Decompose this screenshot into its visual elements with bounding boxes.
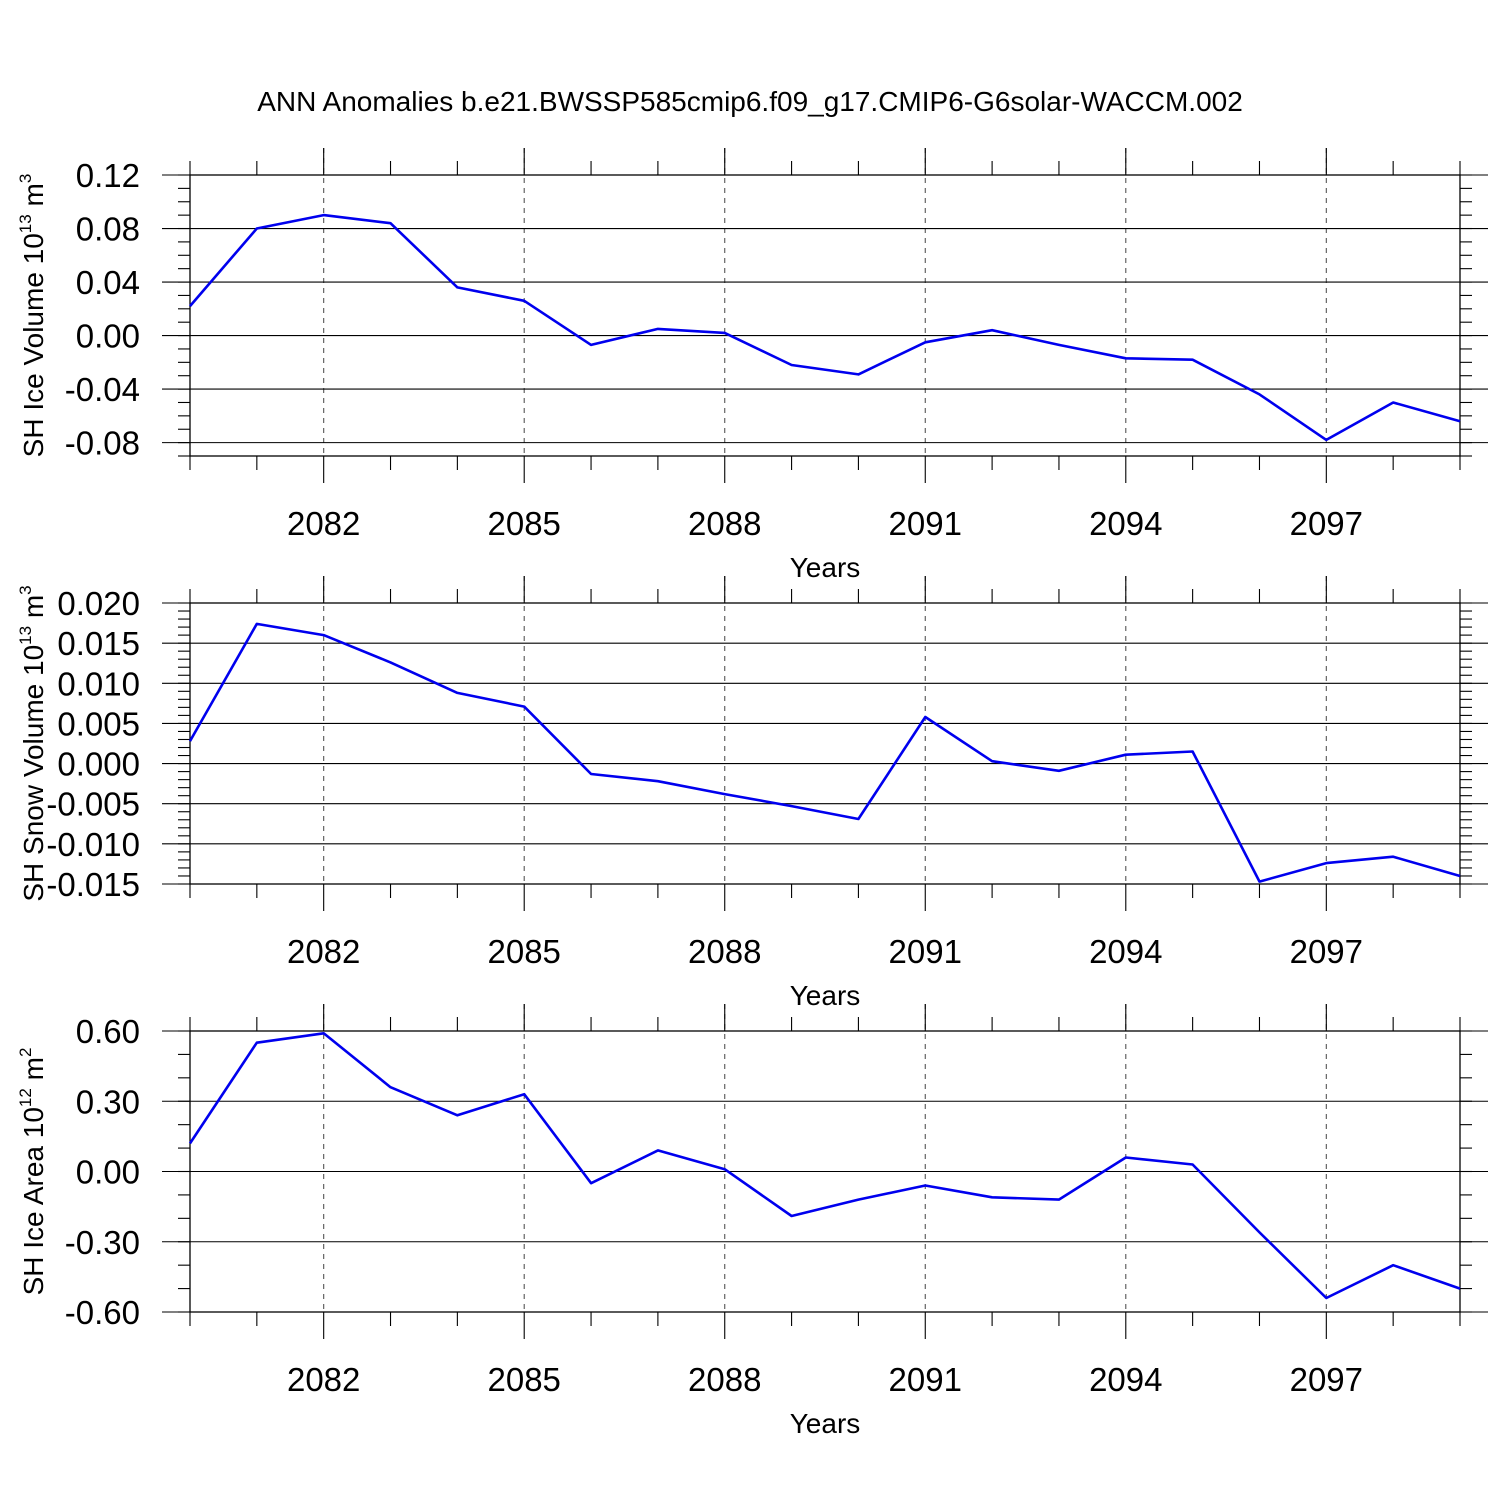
- y-tick-label: 0.30: [76, 1083, 140, 1120]
- y-tick-label: 0.60: [76, 1013, 140, 1050]
- panel-ice-volume: 0.12 0.08 0.04 0.00 -0.04 -0.08 2082 2085 2088 20…: [16, 148, 1488, 583]
- y-tick-label: 0.00: [76, 318, 140, 355]
- series-line-ice-volume: [189, 213, 1461, 442]
- x-axis-title: Years: [790, 1408, 861, 1439]
- x-tick-label: 2097: [1290, 505, 1363, 542]
- x-tick-label: 2097: [1290, 1361, 1363, 1398]
- chart-panels: 0.12 0.08 0.04 0.00 -0.04 -0.08 2082 2085 2088 20…: [16, 148, 1488, 1439]
- x-tick-label: 2088: [688, 1361, 761, 1398]
- x-axis-title: Years: [790, 552, 861, 583]
- y-tick-label: 0.00: [76, 1154, 140, 1191]
- y-axis-title: SH Snow Volume 1013 m3: [16, 585, 49, 901]
- x-tick-label: 2082: [287, 1361, 360, 1398]
- x-axis-title: Years: [790, 980, 861, 1011]
- y-tick-label: -0.015: [46, 866, 140, 903]
- y-tick-label: 0.08: [76, 211, 140, 248]
- x-tick-label: 2094: [1089, 933, 1162, 970]
- x-tick-label: 2085: [487, 1361, 560, 1398]
- series-line-snow-volume: [188, 622, 1461, 883]
- y-tick-label: -0.005: [46, 786, 140, 823]
- y-tick-label: -0.04: [65, 371, 140, 408]
- series-line-ice-area: [188, 1032, 1461, 1300]
- y-tick-label: 0.000: [57, 746, 140, 783]
- y-tick-label: -0.010: [46, 826, 140, 863]
- x-tick-label: 2094: [1089, 1361, 1162, 1398]
- x-tick-label: 2088: [688, 933, 761, 970]
- x-tick-label: 2091: [889, 505, 962, 542]
- x-tick-label: 2097: [1290, 933, 1363, 970]
- y-tick-label: 0.015: [57, 625, 140, 662]
- y-tick-label: 0.010: [57, 665, 140, 702]
- x-tick-label: 2091: [889, 933, 962, 970]
- x-tick-label: 2082: [287, 933, 360, 970]
- y-tick-label: 0.04: [76, 264, 140, 301]
- plot-frame: [189, 1030, 1461, 1313]
- plot-frame: [189, 174, 1461, 457]
- x-tick-label: 2088: [688, 505, 761, 542]
- x-tick-label: 2091: [889, 1361, 962, 1398]
- chart-title: ANN Anomalies b.e21.BWSSP585cmip6.f09_g1…: [257, 86, 1243, 117]
- x-tick-label: 2085: [487, 933, 560, 970]
- x-tick-label: 2082: [287, 505, 360, 542]
- plot-frame: [189, 602, 1461, 885]
- x-tick-label: 2094: [1089, 505, 1162, 542]
- y-axis-title: SH Ice Area 1012 m2: [16, 1048, 49, 1296]
- y-tick-label: 0.005: [57, 705, 140, 742]
- y-tick-label: -0.08: [65, 425, 140, 462]
- x-tick-label: 2085: [487, 505, 560, 542]
- y-tick-label: -0.60: [65, 1294, 140, 1331]
- y-axis-title: SH Ice Volume 1013 m3: [16, 174, 49, 458]
- y-tick-label: 0.020: [57, 585, 140, 622]
- y-tick-label: -0.30: [65, 1224, 140, 1261]
- y-tick-label: 0.12: [76, 157, 140, 194]
- panel-ice-area: 0.60 0.30 0.00 -0.30 -0.60 2082 2085 2088 2091 20…: [16, 1004, 1488, 1439]
